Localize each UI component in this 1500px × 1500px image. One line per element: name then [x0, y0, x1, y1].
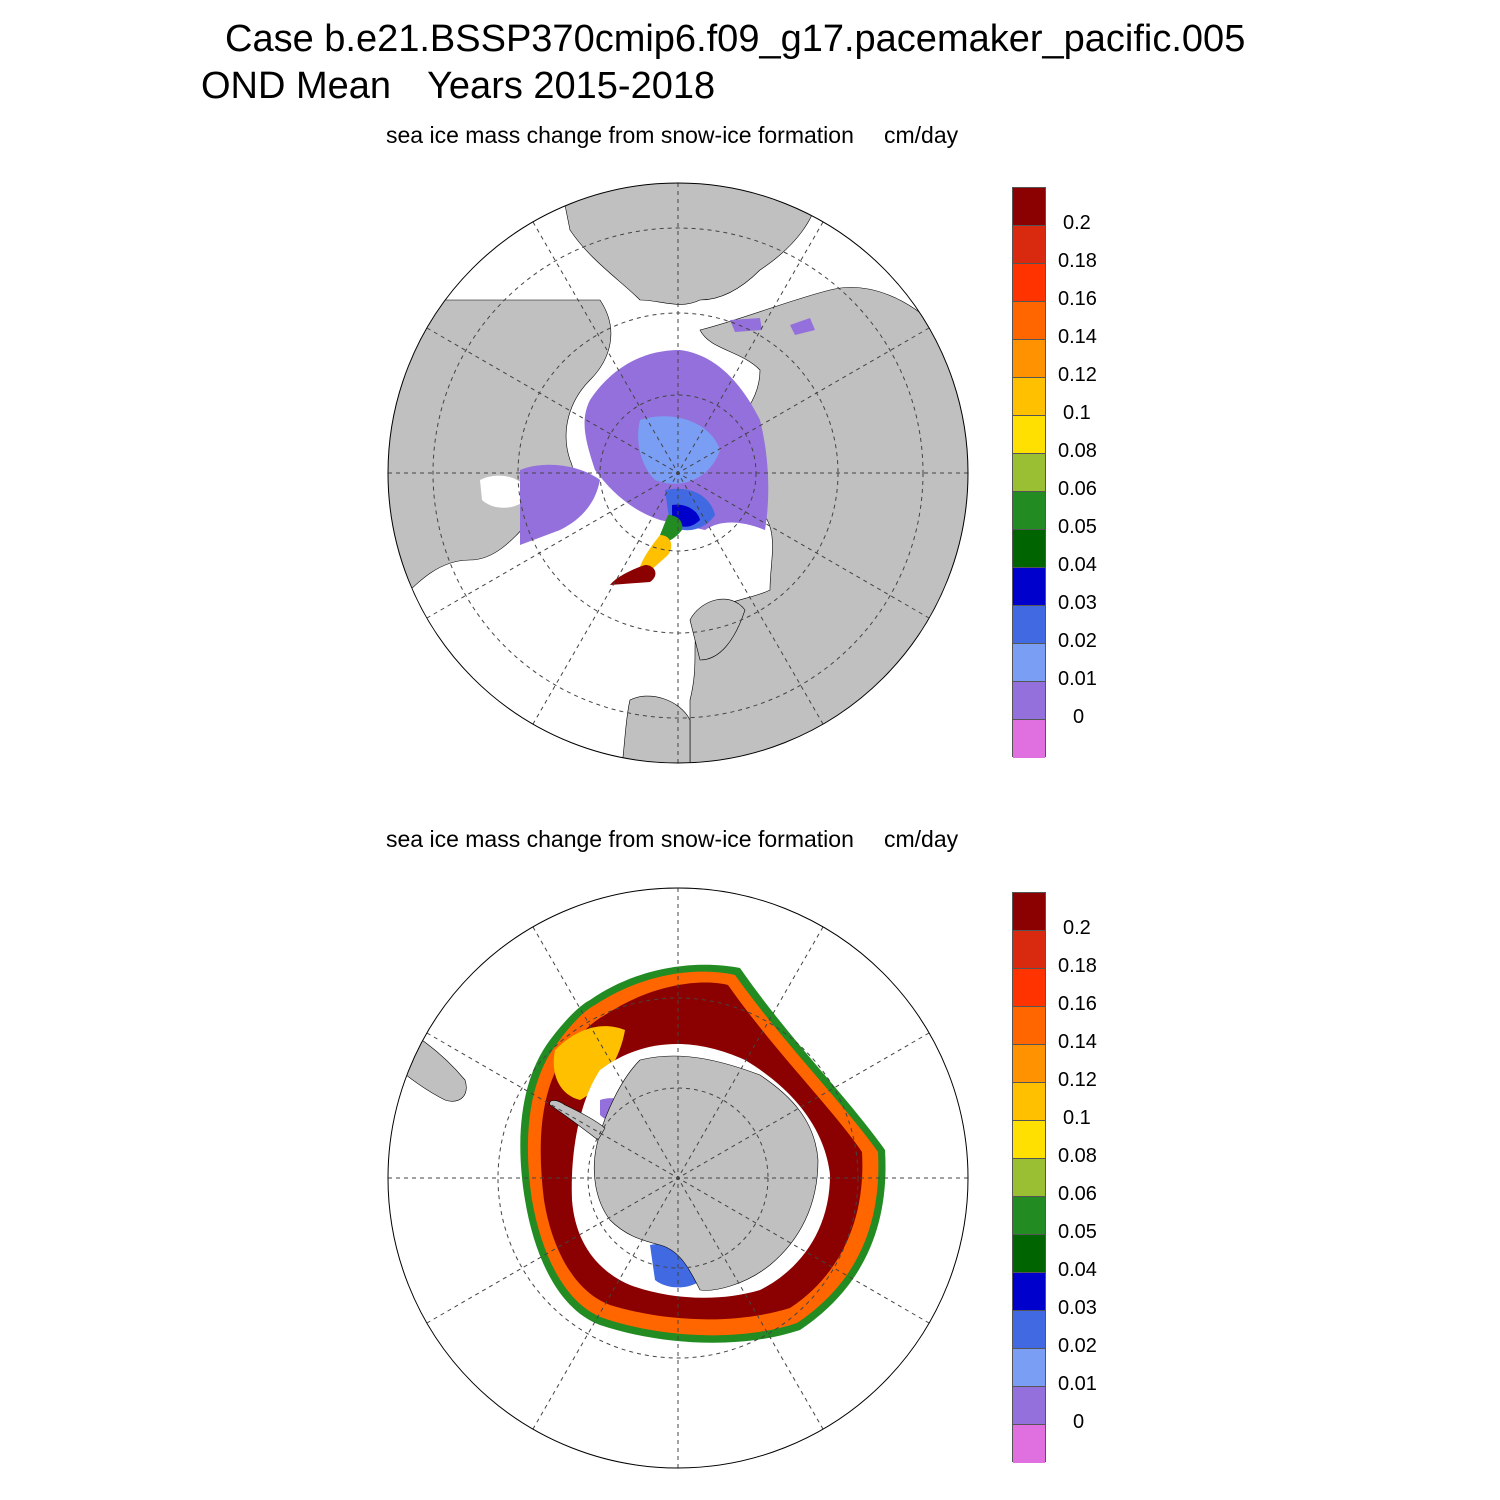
colorbar-tick-label: 0.18 [1058, 955, 1097, 977]
colorbar-segment [1013, 720, 1045, 758]
colorbar-tick-label: 0.2 [1063, 917, 1091, 939]
colorbar-segment [1013, 1273, 1045, 1311]
north-polar-map [387, 182, 969, 764]
colorbar-segment [1013, 568, 1045, 606]
figure-title-case: Case b.e21.BSSP370cmip6.f09_g17.pacemake… [225, 18, 1246, 60]
colorbar-segment [1013, 1349, 1045, 1387]
colorbar-segment [1013, 1007, 1045, 1045]
colorbar-segment [1013, 530, 1045, 568]
colorbar-tick-label: 0.03 [1058, 1297, 1097, 1319]
colorbar-tick-label: 0.06 [1058, 1183, 1097, 1205]
panel2-subtitle: sea ice mass change from snow-ice format… [386, 826, 854, 852]
uk-europe-land [619, 695, 691, 763]
colorbar-segment [1013, 264, 1045, 302]
colorbar-segment [1013, 378, 1045, 416]
colorbar-segment [1013, 492, 1045, 530]
ice-patch-bering [730, 318, 762, 332]
colorbar-segment [1013, 682, 1045, 720]
colorbar-segment [1013, 893, 1045, 931]
colorbar-segment [1013, 302, 1045, 340]
colorbar-segment [1013, 1235, 1045, 1273]
north-map-border [387, 182, 969, 764]
ice-patch-okhotsk [790, 318, 815, 335]
colorbar-segment [1013, 644, 1045, 682]
colorbar-tick-label: 0.08 [1058, 1145, 1097, 1167]
colorbar-tick-label: 0.14 [1058, 1031, 1097, 1053]
colorbar-segment [1013, 454, 1045, 492]
colorbar-segment [1013, 606, 1045, 644]
ice-band-005 [658, 515, 683, 542]
scandinavia-land [689, 598, 746, 661]
colorbar-tick-label: 0.2 [1063, 212, 1091, 234]
colorbar-tick-label: 0.12 [1058, 1069, 1097, 1091]
colorbar-tick-label: 0.04 [1058, 554, 1097, 576]
colorbar-segment [1013, 188, 1045, 226]
colorbar-tick-label: 0.05 [1058, 516, 1097, 538]
panel1-units: cm/day [884, 122, 959, 148]
season-label: OND Mean [201, 65, 392, 107]
colorbar-segment [1013, 1197, 1045, 1235]
colorbar-tick-label: 0.05 [1058, 1221, 1097, 1243]
colorbar-tick-label: 0.03 [1058, 592, 1097, 614]
south-graticule [388, 888, 968, 1468]
colorbar-tick-label: 0.06 [1058, 478, 1097, 500]
colorbar-segment [1013, 969, 1045, 1007]
colorbar-segment [1013, 931, 1045, 969]
colorbar-tick-label: 0.1 [1063, 402, 1091, 424]
figure-title-period: OND Mean Years 2015-2018 [201, 65, 715, 108]
colorbar-segment [1013, 1387, 1045, 1425]
south-map-border [387, 887, 969, 1469]
colorbar-segment [1013, 1425, 1045, 1463]
colorbar-segment [1013, 416, 1045, 454]
colorbar-segment [1013, 340, 1045, 378]
ice-weddell-yellow [553, 1026, 625, 1100]
antarctic-peninsula [549, 1100, 606, 1141]
north-sea-ice-field [520, 318, 815, 585]
colorbar-tick-label: 0 [1073, 1411, 1085, 1433]
colorbar-tick-label: 0.04 [1058, 1259, 1097, 1281]
colorbar-tick-label: 0.12 [1058, 364, 1097, 386]
colorbar-tick-label: 0.01 [1058, 1373, 1097, 1395]
colorbar-tick-label: 0.02 [1058, 1335, 1097, 1357]
colorbar-segment [1013, 1045, 1045, 1083]
colorbar-segment [1013, 1083, 1045, 1121]
colorbar-tick-label: 0.08 [1058, 440, 1097, 462]
colorbar-south [1012, 892, 1046, 1463]
ice-band-001 [638, 416, 720, 484]
colorbar-tick-label: 0.14 [1058, 326, 1097, 348]
colorbar-tick-label: 0 [1073, 706, 1085, 728]
ice-band-0b [520, 464, 600, 545]
colorbar-tick-label: 0.02 [1058, 630, 1097, 652]
ice-band-020 [610, 565, 656, 585]
hudson-bay [480, 475, 530, 508]
colorbar-segment [1013, 1121, 1045, 1159]
colorbar-north [1012, 187, 1046, 758]
colorbar-tick-label: 0.1 [1063, 1107, 1091, 1129]
panel2-units: cm/day [884, 826, 959, 852]
colorbar-segment [1013, 226, 1045, 264]
panel1-subtitle: sea ice mass change from snow-ice format… [386, 122, 854, 148]
south-polar-map [387, 887, 969, 1469]
antarctica-land [593, 1055, 819, 1291]
colorbar-tick-label: 0.16 [1058, 993, 1097, 1015]
colorbar-tick-label: 0.18 [1058, 250, 1097, 272]
colorbar-tick-label: 0.16 [1058, 288, 1097, 310]
top-landmass [559, 183, 821, 305]
colorbar-tick-label: 0.01 [1058, 668, 1097, 690]
colorbar-segment [1013, 1311, 1045, 1349]
years-label: Years 2015-2018 [427, 65, 716, 107]
colorbar-segment [1013, 1159, 1045, 1197]
north-graticule [388, 183, 968, 763]
